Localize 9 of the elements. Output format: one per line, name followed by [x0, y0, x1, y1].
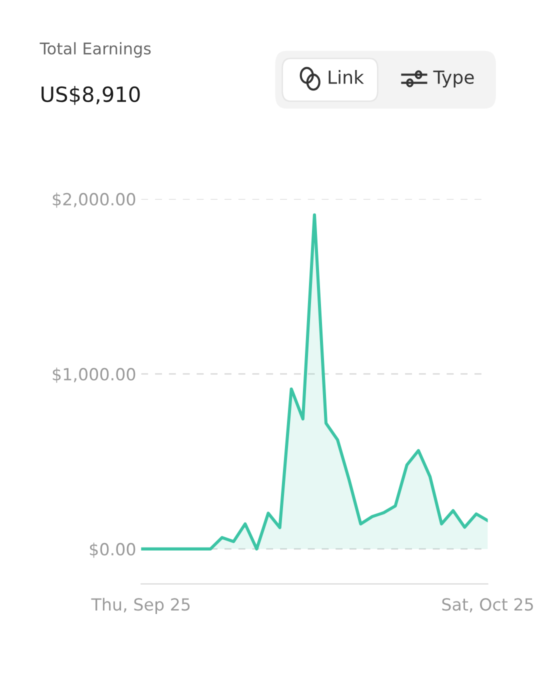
x-tick-label: Thu, Sep 25	[91, 598, 190, 614]
chart-subtitle: US$8,910	[42, 86, 140, 105]
y-tick-label: $0.00	[90, 542, 136, 558]
x-tick-label: Sat, Oct 25	[442, 598, 533, 612]
text: Type	[433, 70, 474, 88]
text: Link	[328, 70, 364, 84]
chart-title: Total Earnings	[40, 42, 151, 58]
y-tick-label: $1,000.00	[52, 368, 136, 383]
y-tick-label: $2,000.00	[52, 192, 136, 208]
